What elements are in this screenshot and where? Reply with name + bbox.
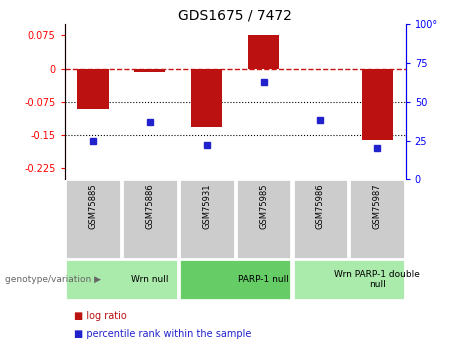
Bar	[293, 259, 405, 300]
Text: PARP-1 null: PARP-1 null	[238, 275, 289, 284]
Bar	[134, 69, 165, 72]
Text: Wrn PARP-1 double
null: Wrn PARP-1 double null	[334, 270, 420, 289]
Bar	[179, 179, 235, 259]
Text: genotype/variation ▶: genotype/variation ▶	[5, 275, 100, 284]
Bar	[248, 35, 279, 69]
Text: GSM75886: GSM75886	[145, 184, 154, 229]
Text: Wrn null: Wrn null	[131, 275, 169, 284]
Bar	[65, 179, 121, 259]
Text: GSM75985: GSM75985	[259, 184, 268, 229]
Bar	[77, 69, 109, 109]
Text: GSM75987: GSM75987	[373, 184, 382, 229]
Bar	[293, 179, 348, 259]
Text: GSM75885: GSM75885	[89, 184, 97, 229]
Text: ■ percentile rank within the sample: ■ percentile rank within the sample	[74, 329, 251, 339]
Text: ■ log ratio: ■ log ratio	[74, 311, 126, 321]
Bar	[191, 69, 222, 127]
Text: GSM75931: GSM75931	[202, 184, 211, 229]
Bar	[349, 179, 405, 259]
Bar	[361, 69, 393, 140]
Bar	[179, 259, 291, 300]
Bar	[122, 179, 177, 259]
Bar	[65, 259, 177, 300]
Bar	[236, 179, 291, 259]
Text: GSM75986: GSM75986	[316, 184, 325, 229]
Title: GDS1675 / 7472: GDS1675 / 7472	[178, 9, 292, 23]
